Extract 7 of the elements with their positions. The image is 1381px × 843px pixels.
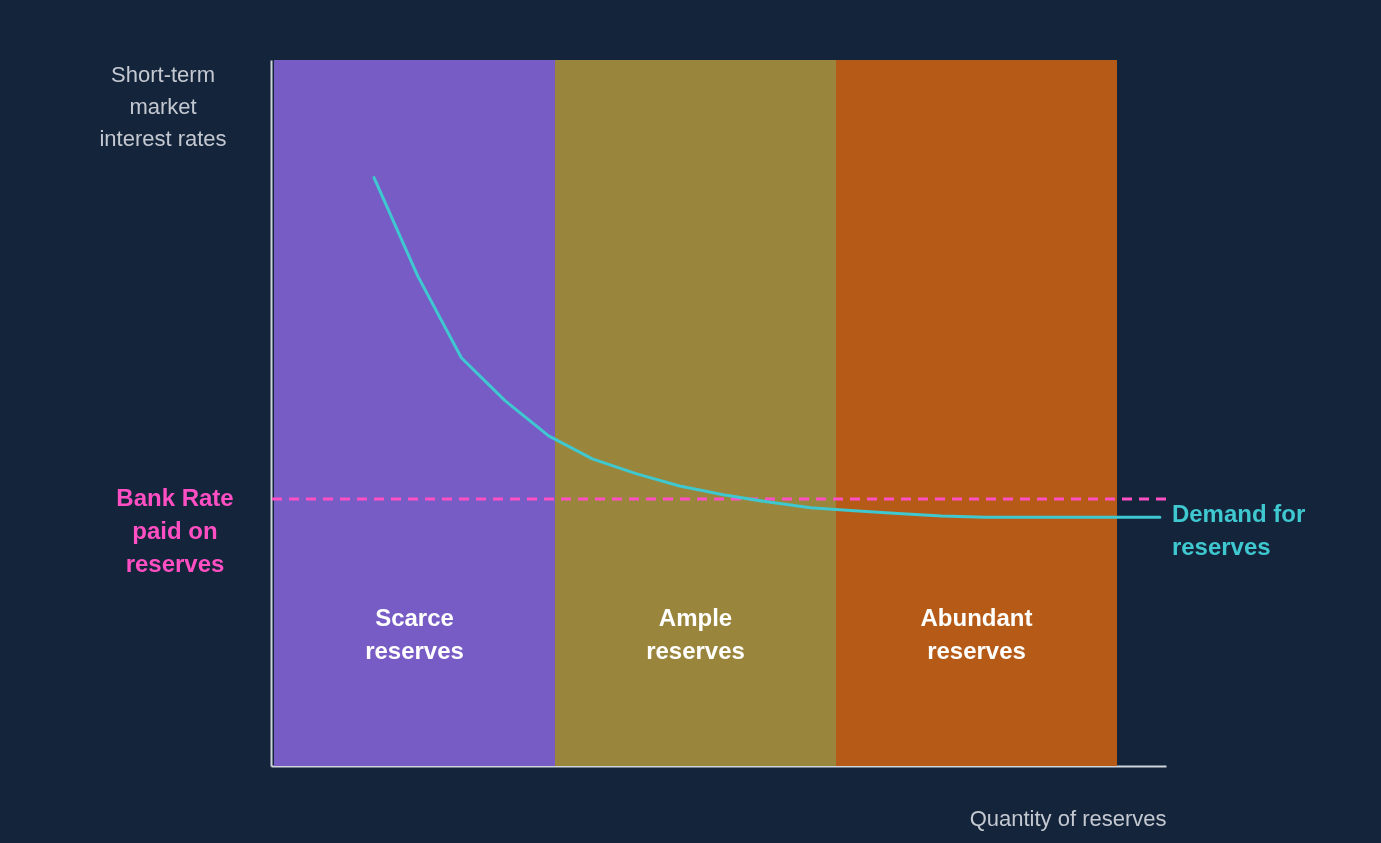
text: Short-term market interest rates <box>99 62 227 151</box>
ref-line-label: Bank Rate paid on reserves <box>116 483 234 577</box>
annotation: Ample reserves <box>646 603 745 664</box>
annotation: Scarce reserves <box>365 603 464 664</box>
series-label: Demand for reserves <box>1171 500 1306 561</box>
x-axis-title: Quantity of reserves <box>969 805 1167 831</box>
annotation: Abundant reserves <box>920 603 1033 664</box>
